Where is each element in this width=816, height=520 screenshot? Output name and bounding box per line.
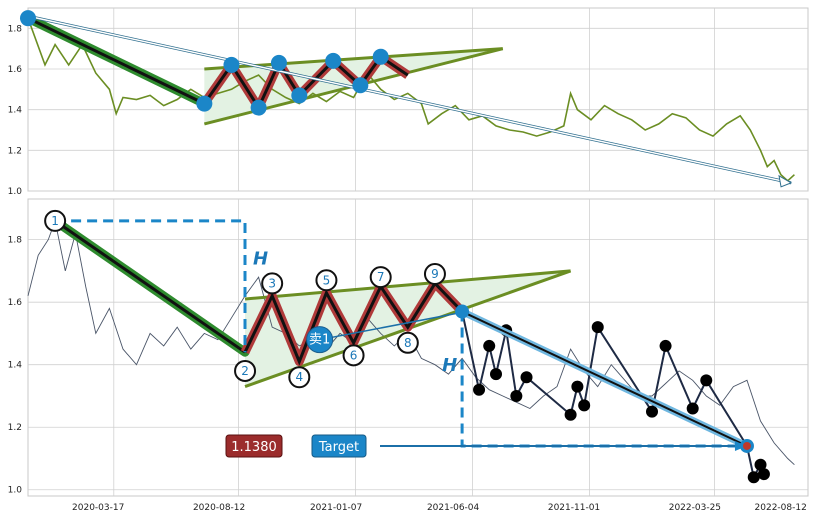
top-panel: 1.0 1.2 1.4 1.6 1.8 — [8, 7, 809, 197]
forecast-point — [686, 402, 699, 415]
x-tick-label: 2020-03-17 — [72, 503, 124, 513]
point-label-text: 2 — [241, 364, 249, 378]
forecast-point — [490, 368, 502, 381]
point-label-text: 1 — [51, 214, 59, 228]
trend-arrow-head — [778, 174, 793, 188]
y-tick-label: 1.2 — [8, 146, 22, 156]
point-label-text: 8 — [404, 336, 412, 350]
sell-arrow — [319, 312, 457, 341]
pivot-marker — [196, 95, 213, 112]
breakout-marker — [455, 304, 470, 319]
point-label-text: 7 — [377, 270, 385, 284]
forecast-point — [754, 458, 767, 471]
target-marker-core — [742, 441, 751, 450]
point-label-circle — [423, 263, 446, 286]
x-tick-label: 2022-08-12 — [755, 503, 807, 513]
sell-badge-label: 卖1 — [309, 333, 330, 348]
forecast-point — [591, 321, 604, 334]
trend-arrow-inner — [27, 15, 792, 184]
pivot-marker — [270, 54, 287, 71]
point-label-circle — [396, 331, 419, 354]
height-label-right: H — [442, 355, 457, 376]
x-tick-label: 2021-11-01 — [548, 503, 600, 513]
point-label-text: 4 — [295, 370, 303, 384]
point-label-text: 3 — [268, 276, 276, 290]
target-price-text: 1.1380 — [231, 440, 277, 455]
height-dashed-left — [55, 219, 247, 353]
price-series-line — [27, 17, 795, 182]
target-tag-text: Target — [318, 440, 359, 455]
bottom-panel: 1.0 1.2 1.4 1.6 1.8 2020-03-17 2020-08-12 2021-… — [8, 198, 809, 513]
sell-badge — [306, 326, 334, 354]
forecast-point — [578, 399, 591, 412]
y-tick-label: 1.4 — [8, 361, 23, 371]
point-label-circle — [315, 269, 338, 292]
target-tag-box — [311, 434, 367, 458]
point-label-circle — [288, 366, 311, 389]
height-label-left: H — [253, 249, 268, 270]
zigzag-line — [243, 280, 464, 366]
point-label-circle — [261, 272, 284, 295]
x-tick-label: 2020-08-12 — [193, 503, 245, 513]
x-tick-label: 2022-03-25 — [669, 503, 721, 513]
y-tick-label: 1.0 — [8, 486, 23, 496]
plot-area — [27, 198, 809, 497]
forecast-point — [700, 374, 713, 387]
pivot-marker — [325, 52, 342, 69]
plot-area — [27, 7, 809, 192]
forecast-point — [646, 405, 658, 418]
y-tick-label: 1.0 — [8, 187, 23, 197]
target-price-box — [225, 434, 283, 458]
point-label-text: 9 — [431, 267, 439, 281]
point-label-circle — [369, 266, 392, 289]
y-tick-label: 1.4 — [8, 106, 23, 116]
pivot-marker — [20, 10, 36, 27]
forecast-point — [510, 389, 523, 402]
forecast-point — [747, 471, 760, 484]
pivot-marker — [250, 99, 267, 116]
pivot-marker — [291, 87, 308, 104]
triangle-upper-edge — [244, 269, 571, 301]
forecast-point — [564, 408, 577, 421]
point-label-text: 5 — [323, 273, 331, 287]
target-line — [461, 310, 748, 447]
y-tick-label: 1.6 — [8, 65, 23, 75]
forecast-point — [757, 468, 770, 481]
forecast-point — [483, 339, 496, 352]
pivot-marker — [372, 48, 389, 65]
downtrend-line — [27, 16, 205, 105]
forecast-point — [659, 339, 672, 352]
pivot-marker — [223, 56, 240, 73]
point-label-circle — [234, 359, 257, 382]
point-label-circle — [342, 344, 365, 367]
y-tick-label: 1.2 — [8, 423, 22, 433]
downtrend-line — [54, 219, 246, 354]
point-label-text: 6 — [350, 348, 358, 362]
x-tick-label: 2021-01-07 — [310, 503, 362, 513]
y-tick-label: 1.6 — [8, 298, 23, 308]
forecast-point — [473, 383, 486, 396]
y-tick-label: 1.8 — [8, 236, 23, 246]
pivot-marker — [352, 77, 369, 94]
y-tick-label: 1.8 — [8, 24, 23, 34]
forecast-point — [571, 380, 584, 393]
point-label-circle — [44, 209, 67, 232]
forecast-point — [520, 371, 533, 384]
x-tick-label: 2021-06-04 — [427, 503, 480, 513]
